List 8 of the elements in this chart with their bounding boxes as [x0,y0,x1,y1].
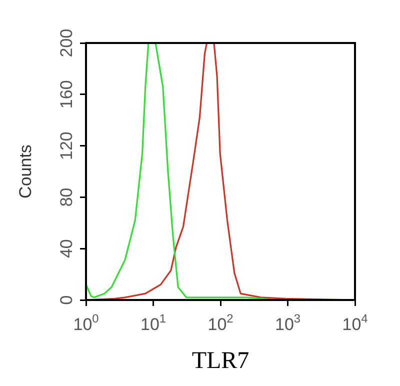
y-tick-label: 200 [57,28,76,58]
y-axis-title: Counts [16,144,35,198]
y-tick-label: 40 [57,239,76,258]
y-tick-label: 120 [57,132,76,160]
y-tick-label: 0 [57,295,76,305]
y-tick-label: 160 [57,80,76,109]
x-axis-title: TLR7 [192,348,250,374]
y-tick-label: 80 [57,188,76,207]
